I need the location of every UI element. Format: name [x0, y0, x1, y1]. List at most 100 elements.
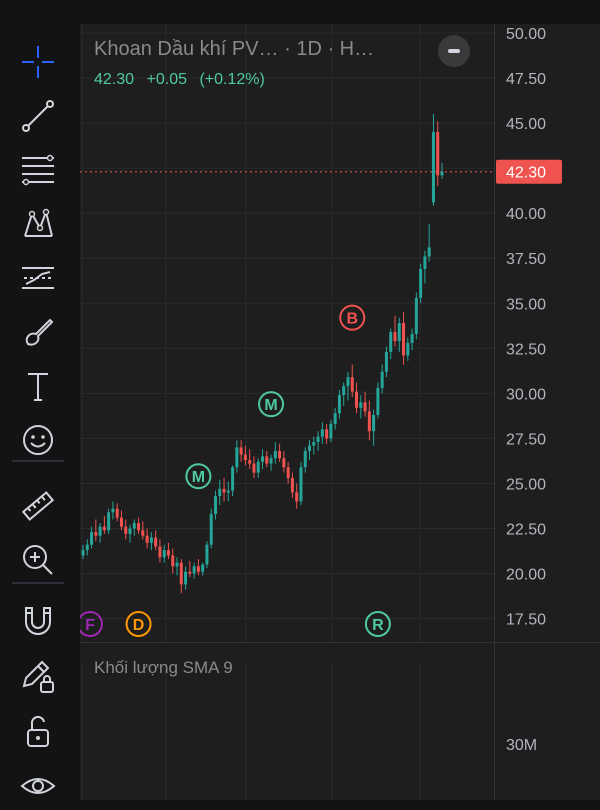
- candle[interactable]: [149, 532, 153, 551]
- collapse-legend-button[interactable]: [438, 35, 470, 67]
- emoji-tool[interactable]: [14, 416, 62, 464]
- event-marker[interactable]: M: [185, 463, 212, 490]
- candle[interactable]: [359, 395, 363, 419]
- candle[interactable]: [312, 436, 316, 455]
- candle[interactable]: [102, 515, 106, 534]
- measure-tool[interactable]: [14, 482, 62, 530]
- candle[interactable]: [397, 317, 401, 352]
- candle[interactable]: [248, 449, 252, 470]
- candle[interactable]: [85, 539, 89, 556]
- candle[interactable]: [124, 519, 128, 540]
- candle[interactable]: [213, 490, 217, 520]
- candle[interactable]: [226, 481, 230, 502]
- candle[interactable]: [218, 479, 222, 506]
- candle[interactable]: [410, 328, 414, 351]
- candle[interactable]: [282, 451, 286, 473]
- candle[interactable]: [162, 544, 166, 563]
- candle[interactable]: [111, 501, 115, 520]
- candle[interactable]: [132, 519, 136, 536]
- lock-drawings-tool[interactable]: [14, 652, 62, 700]
- chart-panel[interactable]: 50.0047.5045.0042.5040.0037.5035.0032.50…: [80, 24, 600, 800]
- magnet-tool[interactable]: [14, 596, 62, 644]
- candle[interactable]: [290, 472, 294, 498]
- volume-indicator-title[interactable]: Khối lượng SMA 9: [94, 658, 233, 677]
- candle[interactable]: [367, 400, 371, 441]
- candle[interactable]: [98, 523, 102, 543]
- candle[interactable]: [231, 465, 235, 497]
- candle[interactable]: [90, 526, 94, 549]
- candle[interactable]: [81, 544, 85, 560]
- candle[interactable]: [205, 541, 209, 569]
- candle[interactable]: [256, 458, 260, 479]
- candle[interactable]: [196, 559, 200, 576]
- candle[interactable]: [431, 114, 435, 206]
- candle[interactable]: [384, 346, 388, 378]
- candle[interactable]: [329, 420, 333, 443]
- candle[interactable]: [333, 407, 337, 430]
- candle[interactable]: [393, 315, 397, 347]
- price-axis[interactable]: 50.0047.5045.0042.5040.0037.5035.0032.50…: [506, 26, 546, 629]
- candle[interactable]: [436, 121, 440, 187]
- candle[interactable]: [427, 223, 431, 262]
- event-marker[interactable]: F: [80, 611, 103, 637]
- candle[interactable]: [175, 557, 179, 576]
- fib-retracement-tool[interactable]: [14, 146, 62, 194]
- candle[interactable]: [440, 162, 444, 179]
- candle[interactable]: [376, 382, 380, 419]
- candle[interactable]: [171, 548, 175, 574]
- candle[interactable]: [192, 562, 196, 579]
- candle[interactable]: [320, 422, 324, 444]
- candle[interactable]: [137, 517, 141, 534]
- event-marker[interactable]: R: [364, 611, 391, 637]
- candle[interactable]: [261, 449, 264, 470]
- candle[interactable]: [346, 371, 350, 401]
- candle[interactable]: [273, 442, 277, 464]
- legend-title[interactable]: Khoan Dầu khí PV… · 1D · H…: [94, 38, 375, 60]
- event-marker[interactable]: M: [258, 391, 285, 418]
- candle[interactable]: [372, 409, 376, 446]
- candle[interactable]: [355, 382, 359, 414]
- candle[interactable]: [303, 447, 307, 473]
- candle[interactable]: [184, 566, 188, 590]
- candle[interactable]: [179, 559, 183, 594]
- brush-tool[interactable]: [14, 308, 62, 356]
- candle[interactable]: [158, 539, 162, 563]
- candle[interactable]: [402, 312, 406, 365]
- candle[interactable]: [337, 389, 341, 419]
- lock-all-tool[interactable]: [14, 708, 62, 756]
- chart-canvas[interactable]: 50.0047.5045.0042.5040.0037.5035.0032.50…: [80, 24, 600, 800]
- candle[interactable]: [419, 263, 423, 304]
- candle[interactable]: [128, 524, 132, 543]
- candle[interactable]: [188, 560, 192, 578]
- candle[interactable]: [308, 440, 312, 461]
- candle[interactable]: [414, 292, 418, 340]
- candle[interactable]: [286, 461, 290, 484]
- event-marker[interactable]: D: [125, 611, 152, 637]
- candle[interactable]: [239, 440, 243, 462]
- candle[interactable]: [299, 461, 303, 506]
- candle[interactable]: [325, 423, 329, 444]
- candle[interactable]: [406, 337, 410, 361]
- candle[interactable]: [166, 542, 170, 560]
- candle[interactable]: [235, 440, 239, 473]
- forecast-tool[interactable]: [14, 254, 62, 302]
- candle[interactable]: [222, 478, 226, 502]
- candle[interactable]: [269, 454, 273, 471]
- candle[interactable]: [316, 431, 320, 452]
- candle[interactable]: [154, 530, 158, 551]
- candle[interactable]: [243, 445, 247, 466]
- candle[interactable]: [145, 528, 149, 549]
- candle[interactable]: [295, 483, 299, 509]
- pattern-tool[interactable]: [14, 200, 62, 248]
- trend-line-tool[interactable]: [14, 92, 62, 140]
- candle[interactable]: [389, 328, 393, 360]
- candle[interactable]: [380, 364, 384, 394]
- zoom-in-tool[interactable]: [14, 536, 62, 584]
- candle[interactable]: [115, 503, 119, 522]
- candle[interactable]: [201, 562, 205, 576]
- candle[interactable]: [119, 510, 123, 531]
- crosshair-tool[interactable]: [14, 38, 62, 86]
- candle[interactable]: [265, 451, 269, 468]
- candle[interactable]: [107, 508, 111, 534]
- candle[interactable]: [209, 508, 213, 549]
